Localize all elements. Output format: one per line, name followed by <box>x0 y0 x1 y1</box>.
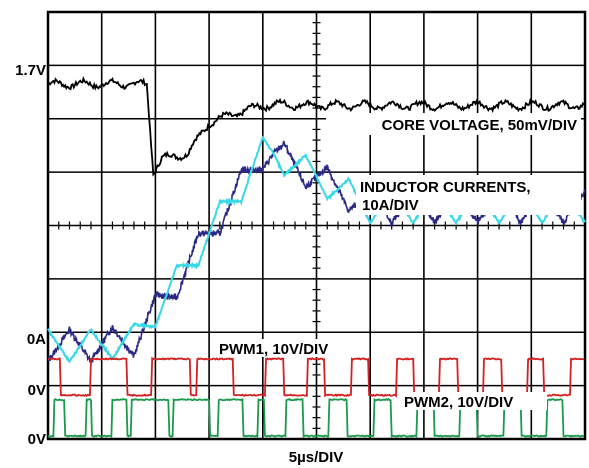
pwm2-trace <box>47 397 585 439</box>
core-voltage-label: CORE VOLTAGE, 50mV/DIV <box>382 117 577 134</box>
pwm1-label-bg <box>216 339 362 357</box>
core-voltage-trace <box>47 76 585 177</box>
y-label-0a: 0A <box>27 331 46 348</box>
x-axis-label: 5µs/DIV <box>289 449 344 466</box>
pwm1-trace <box>47 356 585 398</box>
inductor-currents-label-1: INDUCTOR CURRENTS, <box>360 179 531 196</box>
pwm2-label-bg <box>401 392 547 410</box>
y-label-0v-pwm1: 0V <box>28 382 46 399</box>
pwm2-label: PWM2, 10V/DIV <box>404 394 513 411</box>
inductor-current-trace-2 <box>47 135 586 364</box>
inductor-currents-label-2: 10A/DIV <box>362 197 419 214</box>
y-label-1p7v: 1.7V <box>15 62 46 79</box>
inductor-label-bg <box>356 175 581 215</box>
traces <box>47 76 586 439</box>
y-label-0v-pwm2: 0V <box>28 431 46 448</box>
core-label-bg <box>326 113 581 135</box>
pwm1-label: PWM1, 10V/DIV <box>219 341 328 358</box>
